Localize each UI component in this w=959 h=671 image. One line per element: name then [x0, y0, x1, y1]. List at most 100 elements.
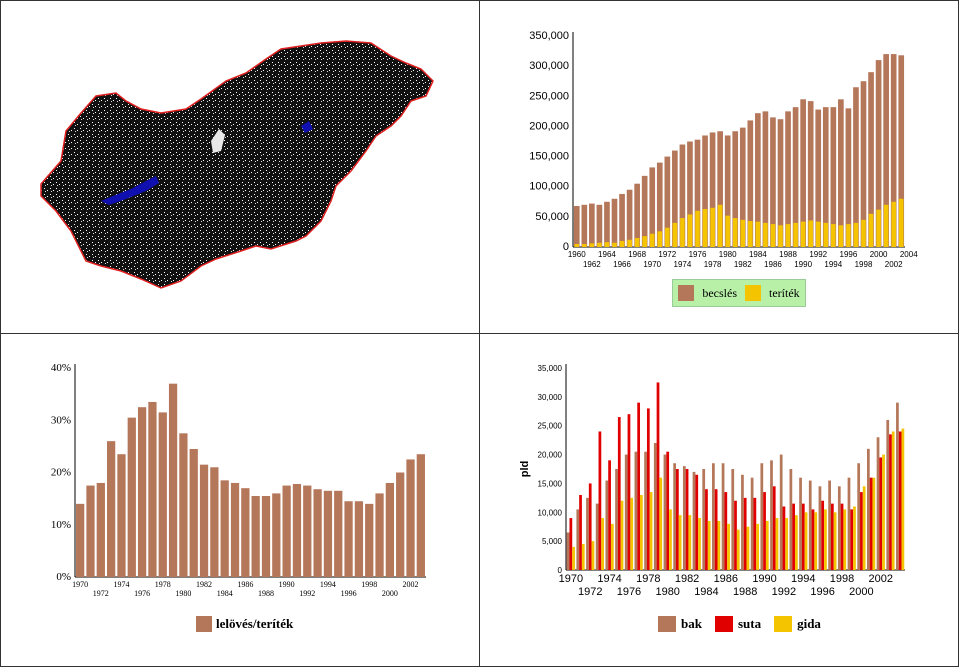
chart-becsles-panel: 0 50,000 100,000 150,000 200,000 250,000 300,0…: [479, 0, 959, 334]
x-tick-label: 1990: [752, 573, 776, 585]
bar-gida: [882, 454, 885, 570]
bar-lelvstertk: [313, 489, 322, 577]
x-tick-label: 1986: [714, 573, 738, 585]
bar-bak: [644, 451, 647, 570]
x-tick-label: 1994: [791, 573, 815, 585]
bar-becsls: [634, 183, 640, 247]
bar-bak: [750, 477, 754, 570]
chart-ratio: 0% 10% 20% 30% 40% 1970 1974 1978 1982 1986 1990 19…: [51, 362, 426, 598]
bar-bak: [673, 463, 677, 570]
bar-becsls: [822, 107, 829, 247]
bar-lelvstertk: [137, 407, 147, 577]
bar-bak: [857, 463, 861, 570]
bar-tertk: [838, 225, 844, 247]
bar-tertk: [672, 222, 678, 247]
bar-tertk: [755, 221, 761, 247]
bar-tertk: [853, 222, 859, 247]
bar-becsls: [604, 201, 610, 247]
x-tick-label: 1990: [279, 580, 295, 589]
bar-tertk: [831, 224, 836, 247]
bar-gida: [843, 509, 847, 570]
bar-gida: [678, 515, 682, 570]
bar-gida: [804, 512, 808, 570]
x-tick-label: 1996: [840, 250, 858, 259]
bar-gida: [765, 520, 769, 570]
bar-gida: [756, 523, 759, 570]
bar-suta: [763, 492, 766, 570]
bar-bak: [721, 463, 725, 570]
x-tick-label: 1964: [598, 250, 616, 259]
x-tick-label: 1980: [719, 250, 737, 259]
bar-bak: [634, 451, 638, 570]
legend-swatch-bak: [658, 616, 676, 632]
x-tick-label: 1978: [704, 260, 722, 269]
bar-suta: [898, 431, 902, 570]
bar-suta: [734, 500, 737, 570]
legend-label-bak: bak: [681, 616, 702, 631]
legend-swatch-teritek: [745, 285, 761, 301]
bar-bak: [770, 460, 773, 570]
bar-gida: [727, 523, 730, 570]
bar-suta: [792, 503, 795, 570]
x-tick-label: 2000: [870, 250, 888, 259]
bar-tertk: [785, 224, 791, 247]
x-tick-label: 1982: [734, 260, 752, 269]
y-axis-label: pld: [519, 461, 531, 478]
bar-bak: [741, 474, 744, 570]
bar-lelvstertk: [199, 464, 209, 577]
bar-becsls: [868, 72, 874, 247]
bar-suta: [666, 451, 670, 570]
bar-tertk: [680, 218, 685, 247]
bar-bak: [653, 443, 657, 570]
bar-suta: [724, 492, 728, 570]
bar-becsls: [672, 150, 678, 247]
bar-suta: [850, 509, 854, 570]
bar-becsls: [687, 141, 693, 247]
x-tick-label: 1978: [636, 573, 660, 585]
legend-swatch-becsles: [678, 285, 695, 301]
bar-becsls: [860, 81, 867, 248]
chart-becsles: 0 50,000 100,000 150,000 200,000 250,000 300,0…: [529, 30, 918, 269]
y-tick-label: 150,000: [529, 151, 569, 163]
x-tick-label: 1974: [113, 580, 129, 589]
bar-becsls: [898, 55, 905, 247]
bar-tertk: [876, 209, 881, 247]
y-tick-label: 0%: [56, 571, 71, 583]
bar-suta: [811, 509, 815, 570]
bar-becsls: [702, 135, 708, 247]
bar-gida: [649, 492, 653, 570]
bar-tertk: [717, 204, 723, 247]
bar-gida: [640, 494, 643, 570]
x-tick-label: 1996: [810, 586, 834, 598]
bar-tertk: [695, 210, 700, 247]
bar-bak: [731, 469, 735, 570]
bar-becsls: [815, 109, 822, 247]
chart-ratio-panel: 0% 10% 20% 30% 40% 1970 1974 1978 1982 1986 1990 19…: [0, 333, 480, 667]
x-tick-label: 2002: [869, 573, 893, 585]
bar-tertk: [649, 233, 655, 247]
x-tick-label: 1962: [583, 260, 601, 269]
chart-pld: 0 5,000 10,000 15,000 20,000 25,000 30,000 35,0…: [519, 364, 905, 598]
legend-pld: bak suta gida: [658, 616, 821, 632]
x-tick-label: 1972: [578, 586, 602, 598]
bar-gida: [610, 523, 614, 570]
bar-suta: [772, 486, 776, 570]
bar-tertk: [793, 222, 798, 247]
y-tick-label: 0: [563, 241, 569, 253]
bar-tertk: [589, 243, 595, 247]
bar-becsls: [890, 54, 897, 248]
bar-lelvstertk: [220, 480, 229, 577]
hungary-map: [40, 40, 434, 289]
bar-suta: [646, 408, 650, 570]
bar-lelvstertk: [107, 441, 116, 577]
legend-becsles: becslés teríték: [672, 279, 806, 307]
bar-tertk: [725, 215, 730, 247]
bar-bak: [886, 419, 890, 570]
y-tick-label: 50,000: [535, 211, 569, 223]
bar-becsls: [853, 87, 859, 248]
x-tick-label: 1992: [809, 250, 827, 259]
bar-bak: [682, 466, 686, 570]
x-tick-label: 1994: [320, 580, 336, 589]
bar-suta: [608, 460, 611, 570]
bar-becsls: [573, 206, 580, 247]
